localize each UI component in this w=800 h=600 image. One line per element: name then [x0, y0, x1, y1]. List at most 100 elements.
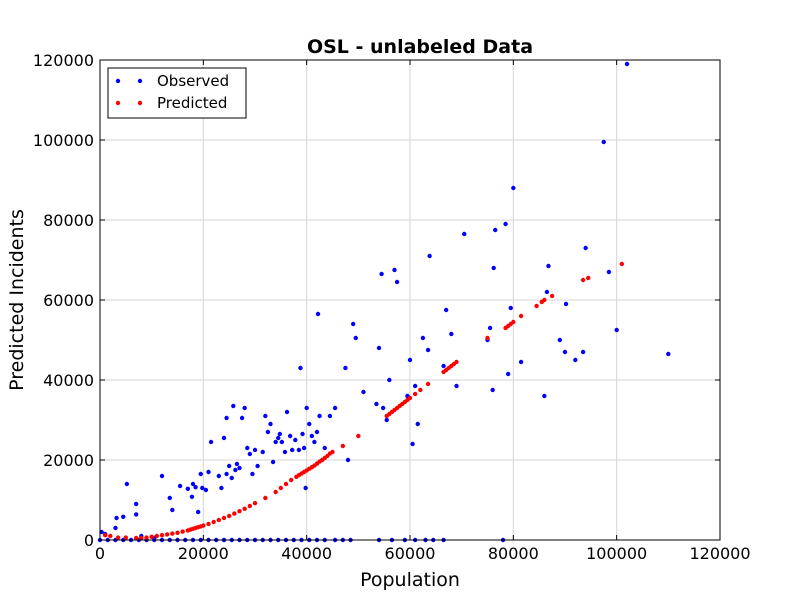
predicted-point [206, 521, 211, 527]
observed-point [282, 449, 288, 455]
predicted-point [211, 519, 216, 525]
observed-point [384, 417, 389, 423]
observed-point [121, 514, 126, 519]
observed-point [260, 449, 265, 455]
observed-point [376, 345, 382, 351]
predicted-point [154, 533, 160, 539]
observed-point [392, 267, 397, 273]
observed-point [580, 349, 586, 355]
x-axis-title: Population [360, 569, 460, 591]
legend-label-observed: Observed [157, 72, 229, 90]
predicted-point [252, 501, 258, 506]
observed-point [412, 383, 418, 389]
predicted-point [216, 517, 222, 523]
observed-point [443, 307, 449, 313]
observed-point [252, 447, 258, 453]
observed-point [198, 471, 203, 477]
observed-point [189, 494, 195, 499]
observed-point [462, 231, 467, 237]
observed-point [503, 221, 508, 227]
predicted-point [619, 261, 625, 267]
predicted-point [485, 335, 490, 341]
observed-point [380, 405, 386, 411]
legend-box [107, 67, 247, 119]
legend-marker-observed [137, 78, 143, 84]
observed-point [573, 357, 578, 363]
predicted-point [247, 503, 253, 509]
observed-point [224, 415, 229, 421]
predicted-point [586, 275, 591, 281]
observed-point [114, 515, 119, 521]
observed-point [113, 525, 118, 531]
predicted-point [144, 535, 149, 540]
y-tick-label: 60000 [43, 291, 94, 310]
observed-point [332, 405, 338, 411]
observed-point [415, 421, 420, 427]
predicted-point [133, 535, 139, 541]
observed-point [505, 371, 511, 377]
observed-point [353, 335, 358, 341]
observed-point [557, 337, 563, 343]
observed-point [279, 439, 285, 445]
predicted-point [425, 381, 431, 387]
legend-marker-predicted [115, 100, 121, 106]
observed-point [298, 365, 303, 371]
predicted-point [175, 530, 180, 535]
predicted-point [549, 293, 555, 299]
y-tick-label: 100000 [33, 131, 94, 150]
observed-point [546, 263, 551, 269]
predicted-point [164, 532, 170, 537]
predicted-point [115, 535, 121, 540]
observed-point [159, 473, 165, 479]
predicted-point [542, 297, 547, 303]
predicted-point [237, 509, 242, 514]
observed-point [425, 347, 431, 353]
observed-point [454, 383, 459, 389]
observed-point [185, 486, 191, 491]
observed-point [563, 301, 569, 307]
observed-point [441, 363, 446, 369]
observed-point [449, 331, 454, 337]
predicted-point [242, 506, 247, 511]
observed-point [273, 439, 278, 445]
observed-point [224, 471, 229, 477]
observed-point [300, 431, 305, 437]
observed-point [518, 359, 524, 365]
observed-point [193, 485, 198, 490]
grid-lines [99, 59, 721, 541]
observed-point [361, 389, 366, 395]
observed-point [542, 393, 547, 399]
observed-point [133, 512, 139, 517]
y-tick-label: 20000 [43, 451, 94, 470]
x-tick-labels: 0 20000 40000 60000 80000 100000 120000 [95, 544, 751, 563]
observed-point [303, 485, 308, 491]
x-tick-label: 100000 [586, 544, 647, 563]
observed-series [97, 61, 671, 543]
observed-point [250, 471, 255, 477]
predicted-point [108, 533, 113, 539]
observed-point [317, 413, 322, 419]
predicted-point [221, 515, 227, 521]
predicted-point [340, 443, 346, 449]
observed-point [379, 271, 384, 277]
y-tick-labels: 0 20000 40000 60000 80000 100000 120000 [33, 51, 94, 550]
observed-point [606, 269, 612, 275]
predicted-point [232, 511, 237, 516]
x-tick-label: 40000 [281, 544, 332, 563]
predicted-point [330, 449, 335, 455]
predicted-point [283, 481, 289, 487]
observed-point [301, 445, 307, 451]
predicted-point [201, 523, 206, 528]
observed-point [508, 305, 513, 311]
y-axis-title: Predicted Incidents [6, 209, 28, 391]
observed-point [350, 321, 356, 327]
observed-point [343, 365, 348, 371]
predicted-point [102, 533, 108, 538]
predicted-point [139, 535, 144, 541]
observed-point [124, 481, 130, 487]
observed-point [221, 435, 227, 441]
observed-point [265, 429, 271, 435]
x-tick-label: 120000 [689, 544, 750, 563]
y-tick-label: 0 [84, 531, 94, 550]
